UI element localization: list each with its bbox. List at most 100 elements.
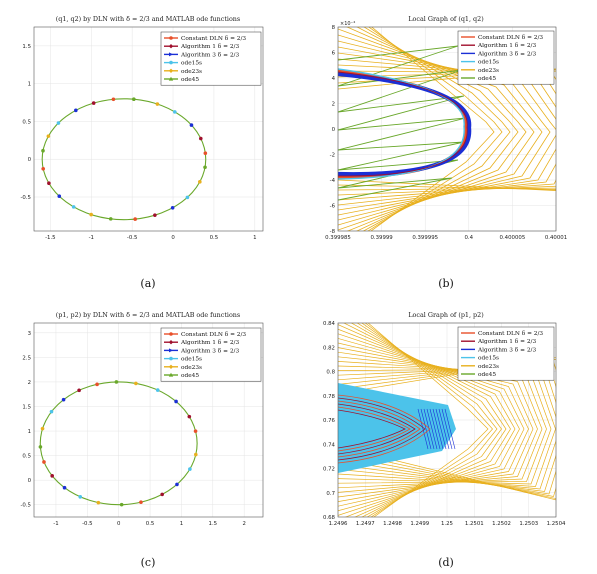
legend-label: ode15s — [478, 60, 499, 66]
orbit-marker — [174, 399, 178, 404]
legend-label: Algorithm 3 δ = 2/3 — [180, 348, 239, 354]
legend-label: Algorithm 3 δ = 2/3 — [477, 51, 536, 57]
orbit-marker — [74, 108, 78, 113]
orbit-marker — [134, 381, 138, 386]
orbit-marker — [62, 485, 67, 490]
constant-dln-curve — [338, 406, 411, 452]
legend-label: ode45 — [478, 372, 496, 378]
y-tick-label: 2.5 — [22, 355, 31, 361]
legend-box — [457, 326, 555, 381]
orbit-marker — [57, 194, 62, 199]
orbit-marker — [41, 166, 46, 171]
panel-c-curve — [38, 380, 198, 507]
x-tick-label: 0.40001 — [545, 235, 567, 241]
panel-a-axes-box — [33, 26, 264, 232]
legend-label: ode23s — [181, 69, 202, 75]
legend-label: Constant DLN δ = 2/3 — [181, 332, 246, 338]
x-tick-label: 1.2502 — [492, 521, 511, 527]
orbit-marker — [155, 388, 160, 392]
y-tick-label: -0.5 — [20, 195, 31, 201]
orbit-curve — [41, 98, 207, 221]
orbit-marker — [38, 445, 43, 449]
y-tick-label: 0.5 — [22, 454, 31, 460]
orbit-marker — [187, 414, 192, 419]
orbit-marker — [189, 123, 194, 127]
x-tick-label: -1 — [53, 521, 58, 527]
x-tick-label: 1.5 — [209, 521, 218, 527]
y-tick-label: -8 — [330, 229, 336, 235]
panel-d: Local Graph of (p1, p2) 1.2496 1.2497 1.24… — [323, 311, 566, 569]
orbit-marker — [56, 121, 61, 125]
panel-a-caption: (a) — [140, 277, 155, 290]
y-tick-label: 8 — [332, 25, 336, 31]
orbit-marker — [114, 380, 119, 384]
x-tick-label: 0.400005 — [500, 235, 526, 241]
y-tick-label: 0.84 — [323, 321, 336, 327]
orbit-marker — [61, 397, 66, 402]
algorithm3-curve — [435, 408, 447, 450]
orbit-marker — [108, 217, 113, 221]
legend-label: Algorithm 1 δ = 2/3 — [180, 340, 239, 346]
orbit-marker — [95, 382, 99, 387]
orbit-marker — [173, 110, 177, 114]
legend-marker — [168, 44, 174, 49]
panel-b-legend: Constant DLN δ = 2/3 Algorithm 1 δ = 2/3 A… — [457, 30, 555, 85]
legend-marker — [169, 36, 173, 40]
x-tick-label: 1 — [180, 521, 183, 527]
legend-label: Constant DLN δ = 2/3 — [478, 35, 543, 41]
orbit-marker — [71, 205, 76, 209]
legend-label: ode23s — [478, 68, 499, 74]
legend-marker — [169, 60, 173, 65]
ode15s-region — [338, 383, 456, 473]
legend-marker — [169, 356, 173, 361]
x-tick-label: -0.5 — [82, 521, 93, 527]
panel-b-y-exponent: ×10⁻⁴ — [340, 21, 355, 27]
orbit-marker — [203, 151, 208, 155]
panel-b-caption: (b) — [438, 277, 454, 290]
y-tick-label: 0 — [28, 157, 32, 163]
orbit-marker — [155, 102, 160, 106]
x-tick-label: 0.4 — [465, 235, 474, 241]
legend-marker — [168, 340, 174, 345]
orbit-marker — [170, 205, 175, 210]
x-tick-label: 1.2498 — [383, 521, 402, 527]
panel-c-axes-box — [33, 322, 264, 518]
y-tick-label: 4 — [332, 76, 336, 82]
orbit-marker — [42, 460, 46, 464]
panel-b-title: Local Graph of (q1, q2) — [408, 15, 483, 23]
x-tick-label: -0.5 — [127, 235, 138, 241]
y-tick-label: -2 — [330, 153, 335, 159]
panel-b-axes-box — [337, 26, 557, 232]
algorithm3-curve — [426, 408, 438, 450]
y-tick-label: 3 — [28, 331, 31, 337]
orbit-curve — [39, 381, 198, 506]
orbit-marker — [185, 195, 190, 200]
legend-marker — [169, 348, 173, 353]
x-tick-label: 1.2503 — [519, 521, 538, 527]
algorithm3-curve — [441, 408, 453, 450]
algorithm3-curve — [429, 408, 441, 450]
y-tick-label: 2 — [332, 102, 335, 108]
y-tick-label: -0.5 — [20, 503, 31, 509]
panel-d-tick-labels: 1.2496 1.2497 1.2498 1.2499 1.25 1.2501 1.2502… — [323, 321, 566, 527]
ode23s-curve — [370, 27, 495, 231]
legend-label: ode45 — [478, 76, 496, 82]
x-tick-label: 0 — [171, 235, 175, 241]
panel-a-curve — [41, 97, 208, 221]
x-tick-label: 1.2497 — [356, 521, 375, 527]
y-tick-label: 0.8 — [326, 370, 335, 376]
x-tick-label: 0 — [117, 521, 121, 527]
y-tick-label: 1.5 — [22, 404, 31, 410]
orbit-marker — [153, 213, 157, 217]
x-tick-label: 1.2496 — [329, 521, 348, 527]
algorithm3-curve — [423, 408, 435, 450]
panel-d-legend: Constant DLN δ = 2/3 Algorithm 1 δ = 2/3 A… — [457, 326, 555, 381]
y-tick-label: 1.5 — [22, 44, 31, 50]
orbit-marker — [77, 388, 81, 393]
orbit-marker — [96, 500, 101, 505]
constant-dln-curve — [338, 394, 431, 464]
orbit-marker — [78, 495, 83, 499]
x-tick-label: -1.5 — [45, 235, 56, 241]
panel-a-tick-labels: -1.5 -1 -0.5 0 0.5 1 -0.5 0 0.5 1 1.5 — [20, 44, 256, 241]
